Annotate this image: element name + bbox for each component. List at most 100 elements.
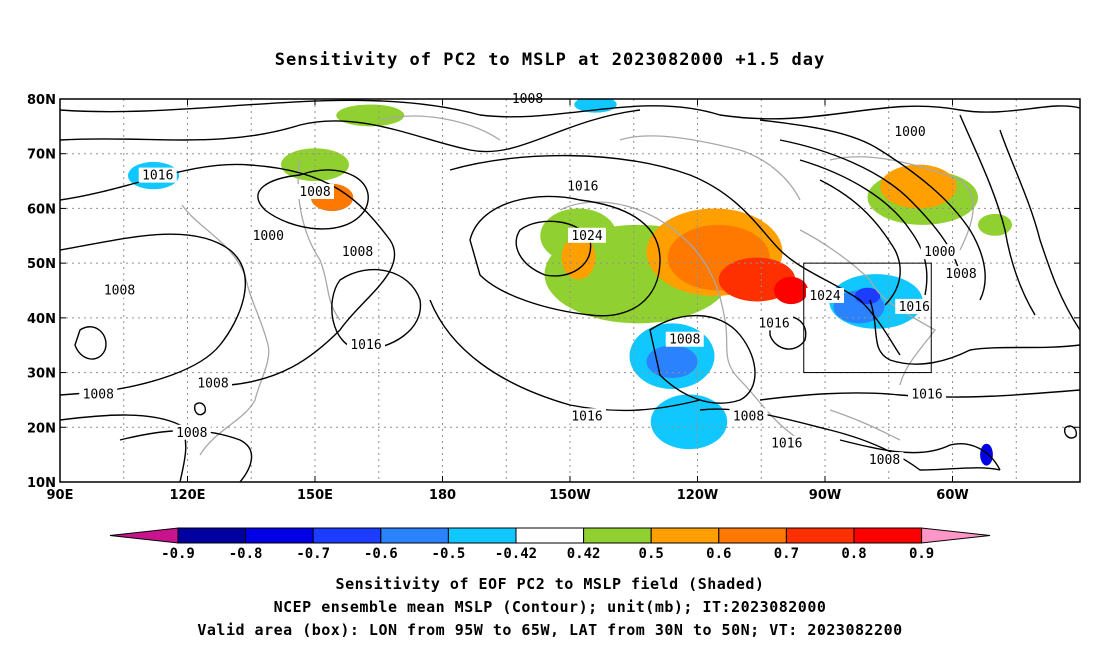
contour-label: 1016 [771,437,802,452]
contour-label: 1024 [809,289,840,304]
caption-line-3: Valid area (box): LON from 95W to 65W, L… [197,621,903,639]
colorbar-label: -0.7 [296,546,330,562]
colorbar-label: -0.9 [161,546,195,562]
contour-label: 1008 [83,387,114,402]
contour-label: 1008 [342,245,373,260]
contour-label: 1016 [899,300,930,315]
sensitivity-patch-20 [854,287,881,305]
contour-label: 1008 [197,377,228,392]
contour-label-bg [806,287,844,303]
contour-label: 1016 [142,169,173,184]
contour-label: 1008 [104,284,135,299]
valid-area-box [803,262,932,374]
sensitivity-patch-14 [650,394,728,450]
contour-label-layer: 1008 1000 1016 1008 1016 1000 1024 1000 1008 1008… [79,91,980,468]
contour-label-bg [138,167,177,183]
lon-tick-label: 60W [936,488,968,503]
contour-label: 1008 [299,185,330,200]
contour-label: 1000 [924,245,955,260]
colorbar-label: 0.42 [567,546,601,562]
colorbar-segment [785,527,855,544]
contour-label: 1008 [733,409,764,424]
colorbar-label: 0.5 [639,546,664,562]
colorbar-segment [650,527,720,544]
contour-label-bg [665,331,704,347]
contour-label: 1016 [911,387,942,402]
contour-label-bg [563,178,602,194]
contour-label-bg [755,315,793,331]
sensitivity-patch-7 [880,164,957,209]
contour-label-bg [920,244,959,260]
lon-tick-label: 120W [677,488,718,503]
colorbar-label: 0.9 [909,546,934,562]
contour-label-bg [908,386,946,402]
contour-label-bg [338,244,377,260]
lon-tick-label: 120E [169,488,205,503]
lat-tick-label: 50N [27,257,56,272]
contour-label: 1008 [176,426,207,441]
contour-label-bg [568,408,606,424]
contour-label: 1024 [571,229,602,244]
contour-label-bg [172,424,211,440]
contour-label: 1000 [894,125,925,140]
contour-label-bg [895,298,934,314]
contour-label: 1016 [571,409,602,424]
map-title: Sensitivity of PC2 to MSLP at 2023082000… [274,50,826,70]
contour-label-bg [729,408,768,424]
sensitivity-patch-4 [336,104,405,127]
contour-label: 1016 [758,316,789,331]
sensitivity-patch-21 [980,443,993,466]
coastline-layer [181,115,974,456]
lon-tick-label: 150W [549,488,590,503]
lat-tick-label: 20N [27,421,56,436]
lon-tick-label: 180 [429,488,456,503]
colorbar-label: 0.6 [706,546,731,562]
contour-label: 1008 [669,333,700,348]
colorbar-segment [312,527,382,544]
sensitivity-patch-5 [978,213,1012,236]
colorbar-high-end [921,527,991,544]
lat-tick-label: 40N [27,312,56,327]
lat-tick-label: 30N [27,367,56,382]
lon-tick-label: 90W [809,488,841,503]
lon-tick-label: 150E [297,488,333,503]
caption-line-2: NCEP ensemble mean MSLP (Contour); unit(… [273,598,827,616]
sensitivity-patch-12 [774,276,808,305]
contour-label-bg [568,227,606,243]
colorbar-label: 0.8 [841,546,866,562]
colorbar-segment [583,527,652,544]
contour-label-bg [865,452,904,468]
caption-line-1: Sensitivity of EOF PC2 to MSLP field (Sh… [335,575,765,593]
colorbar-segment [853,527,923,544]
colorbar-segment [245,527,314,544]
contour-label-bg [100,282,139,298]
contour-label-bg [347,337,385,353]
contour-label: 1000 [253,229,284,244]
colorbar-low-end [109,527,179,544]
colorbar-segment [718,527,787,544]
contour-label-bg [79,386,118,402]
colorbar-label: -0.6 [364,546,398,562]
contour-label: 1016 [350,338,381,353]
colorbar-segment [380,527,449,544]
colorbar-segment [447,527,517,544]
colorbar-segment [177,527,247,544]
lon-tick-label: 90E [47,488,74,503]
lat-tick-label: 60N [27,202,56,217]
contour-label-bg [296,184,334,200]
contour-label-bg [194,375,232,391]
colorbar-label: -0.42 [495,546,537,562]
contour-label: 1016 [567,180,598,195]
contour-label-bg [891,123,929,139]
lat-tick-label: 80N [27,93,56,108]
lat-lon-grid [60,99,1080,482]
lat-tick-label: 70N [27,148,56,163]
colorbar: -0.9 -0.8 -0.7 -0.6 -0.5 -0.42 0.42 0.5 0.6 0.7 0.… [109,527,991,562]
contour-label: 1008 [945,267,976,282]
colorbar-label: 0.7 [774,546,799,562]
contour-label-bg [767,435,806,451]
contour-label-bg [942,266,980,282]
contour-label-bg [249,227,288,243]
